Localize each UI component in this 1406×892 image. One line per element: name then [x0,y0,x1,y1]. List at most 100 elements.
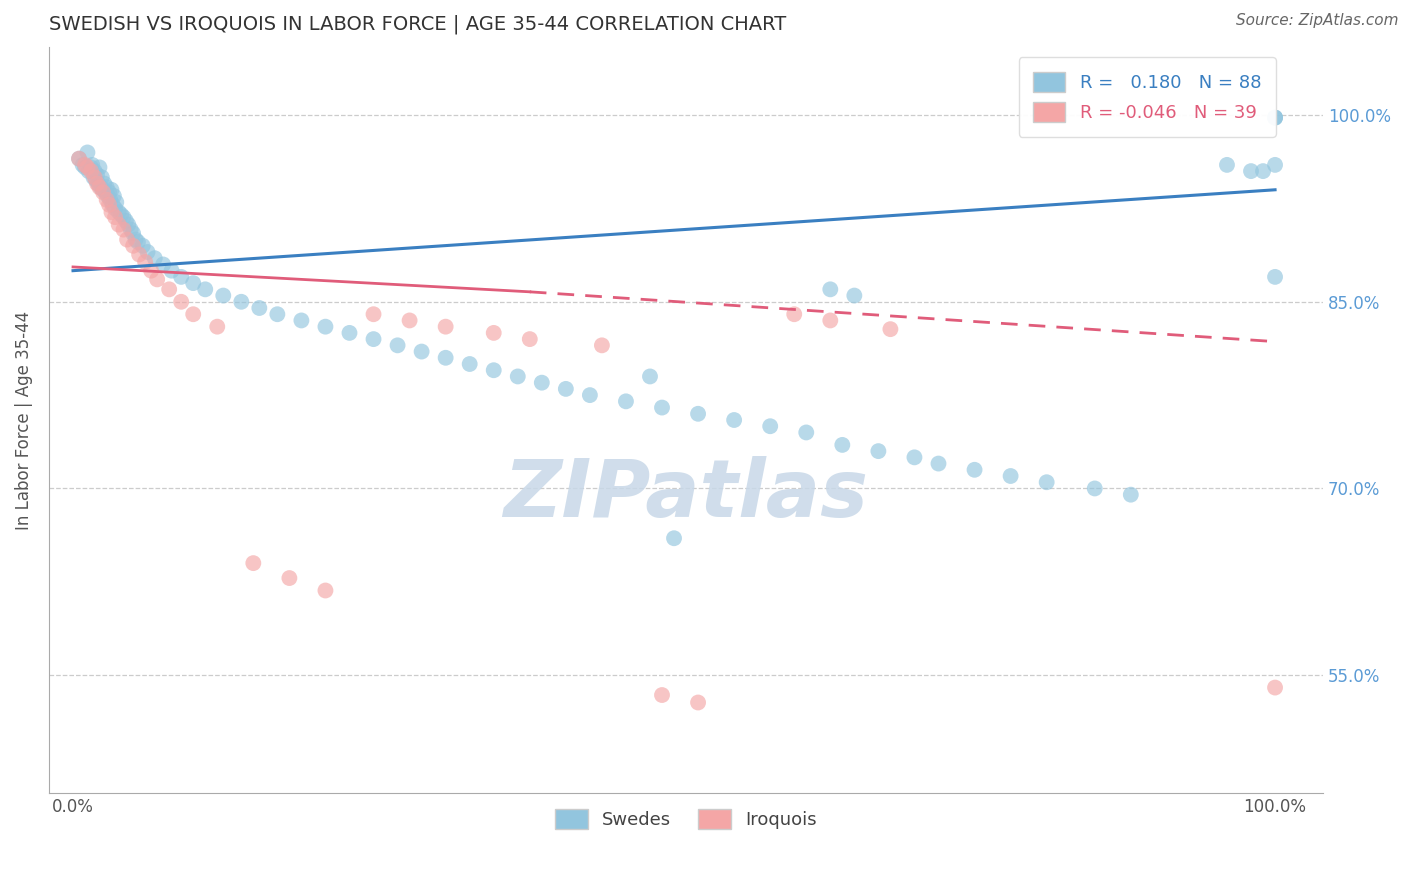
Point [1216,158,1239,172]
Point [1264,269,1286,284]
Point [120,222,142,236]
Point [100,205,122,219]
Point [212,288,235,302]
Point [820,313,842,327]
Point [97,189,120,203]
Point [98,186,121,200]
Point [122,227,145,241]
Point [94,186,117,200]
Point [86,177,108,191]
Point [554,382,576,396]
Point [86,168,108,182]
Point [614,394,637,409]
Point [96,180,118,194]
Point [136,245,159,260]
Point [1264,111,1286,125]
Point [72,158,94,172]
Point [90,180,112,194]
Point [77,164,100,178]
Point [903,450,925,465]
Point [98,193,121,207]
Point [579,388,602,402]
Point [723,413,745,427]
Point [363,307,385,321]
Point [530,376,553,390]
Point [98,198,121,212]
Point [67,152,90,166]
Point [104,210,127,224]
Point [519,332,541,346]
Point [115,214,138,228]
Point [89,161,111,175]
Point [170,294,193,309]
Point [152,257,174,271]
Point [411,344,433,359]
Point [87,177,110,191]
Point [117,218,139,232]
Point [651,401,673,415]
Point [963,463,986,477]
Point [80,164,103,178]
Point [127,235,149,249]
Point [651,688,673,702]
Point [1264,111,1286,125]
Text: ZIPatlas: ZIPatlas [503,456,869,533]
Point [363,332,385,346]
Point [1084,482,1107,496]
Point [115,233,138,247]
Point [90,170,112,185]
Point [107,205,129,219]
Point [759,419,782,434]
Point [107,218,129,232]
Point [662,531,685,545]
Point [110,208,132,222]
Point [339,326,361,340]
Point [242,556,264,570]
Point [1264,111,1286,125]
Point [458,357,481,371]
Point [157,282,180,296]
Point [482,326,505,340]
Point [82,158,104,172]
Point [290,313,312,327]
Point [96,193,118,207]
Point [122,239,145,253]
Point [141,263,163,277]
Text: Source: ZipAtlas.com: Source: ZipAtlas.com [1236,13,1399,29]
Point [170,269,193,284]
Y-axis label: In Labor Force | Age 35-44: In Labor Force | Age 35-44 [15,310,32,530]
Point [278,571,301,585]
Point [266,307,288,321]
Point [207,319,229,334]
Point [194,282,217,296]
Point [101,198,124,212]
Point [794,425,817,440]
Text: SWEDISH VS IROQUOIS IN LABOR FORCE | AGE 35-44 CORRELATION CHART: SWEDISH VS IROQUOIS IN LABOR FORCE | AGE… [49,15,786,35]
Point [76,161,98,175]
Point [73,161,96,175]
Point [67,152,90,166]
Point [112,210,135,224]
Point [820,282,842,296]
Point [783,307,806,321]
Point [231,294,253,309]
Point [128,247,150,261]
Point [104,202,127,216]
Point [91,186,114,200]
Point [146,272,169,286]
Legend: Swedes, Iroquois: Swedes, Iroquois [548,801,824,837]
Point [927,457,949,471]
Point [868,444,890,458]
Point [686,696,709,710]
Point [143,251,166,265]
Point [112,222,135,236]
Point [105,195,128,210]
Point [387,338,409,352]
Point [247,301,270,315]
Point [100,183,122,197]
Point [89,180,111,194]
Point [1035,475,1057,490]
Point [76,145,98,160]
Point [314,583,336,598]
Point [879,322,901,336]
